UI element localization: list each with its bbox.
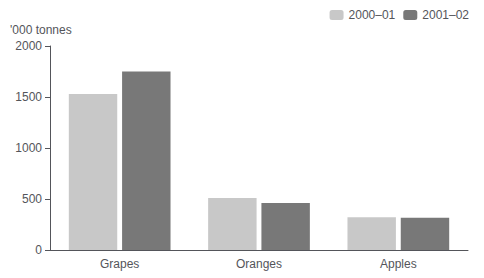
svg-text:Grapes: Grapes	[100, 257, 139, 271]
svg-text:2000: 2000	[15, 39, 42, 53]
svg-text:2001–02: 2001–02	[422, 8, 469, 22]
svg-text:1500: 1500	[15, 90, 42, 104]
svg-text:2000–01: 2000–01	[349, 8, 396, 22]
svg-text:Oranges: Oranges	[236, 257, 282, 271]
svg-text:1000: 1000	[15, 141, 42, 155]
svg-text:500: 500	[22, 192, 42, 206]
svg-text:'000 tonnes: '000 tonnes	[10, 23, 72, 37]
svg-text:Apples: Apples	[380, 257, 417, 271]
svg-text:0: 0	[35, 243, 42, 257]
